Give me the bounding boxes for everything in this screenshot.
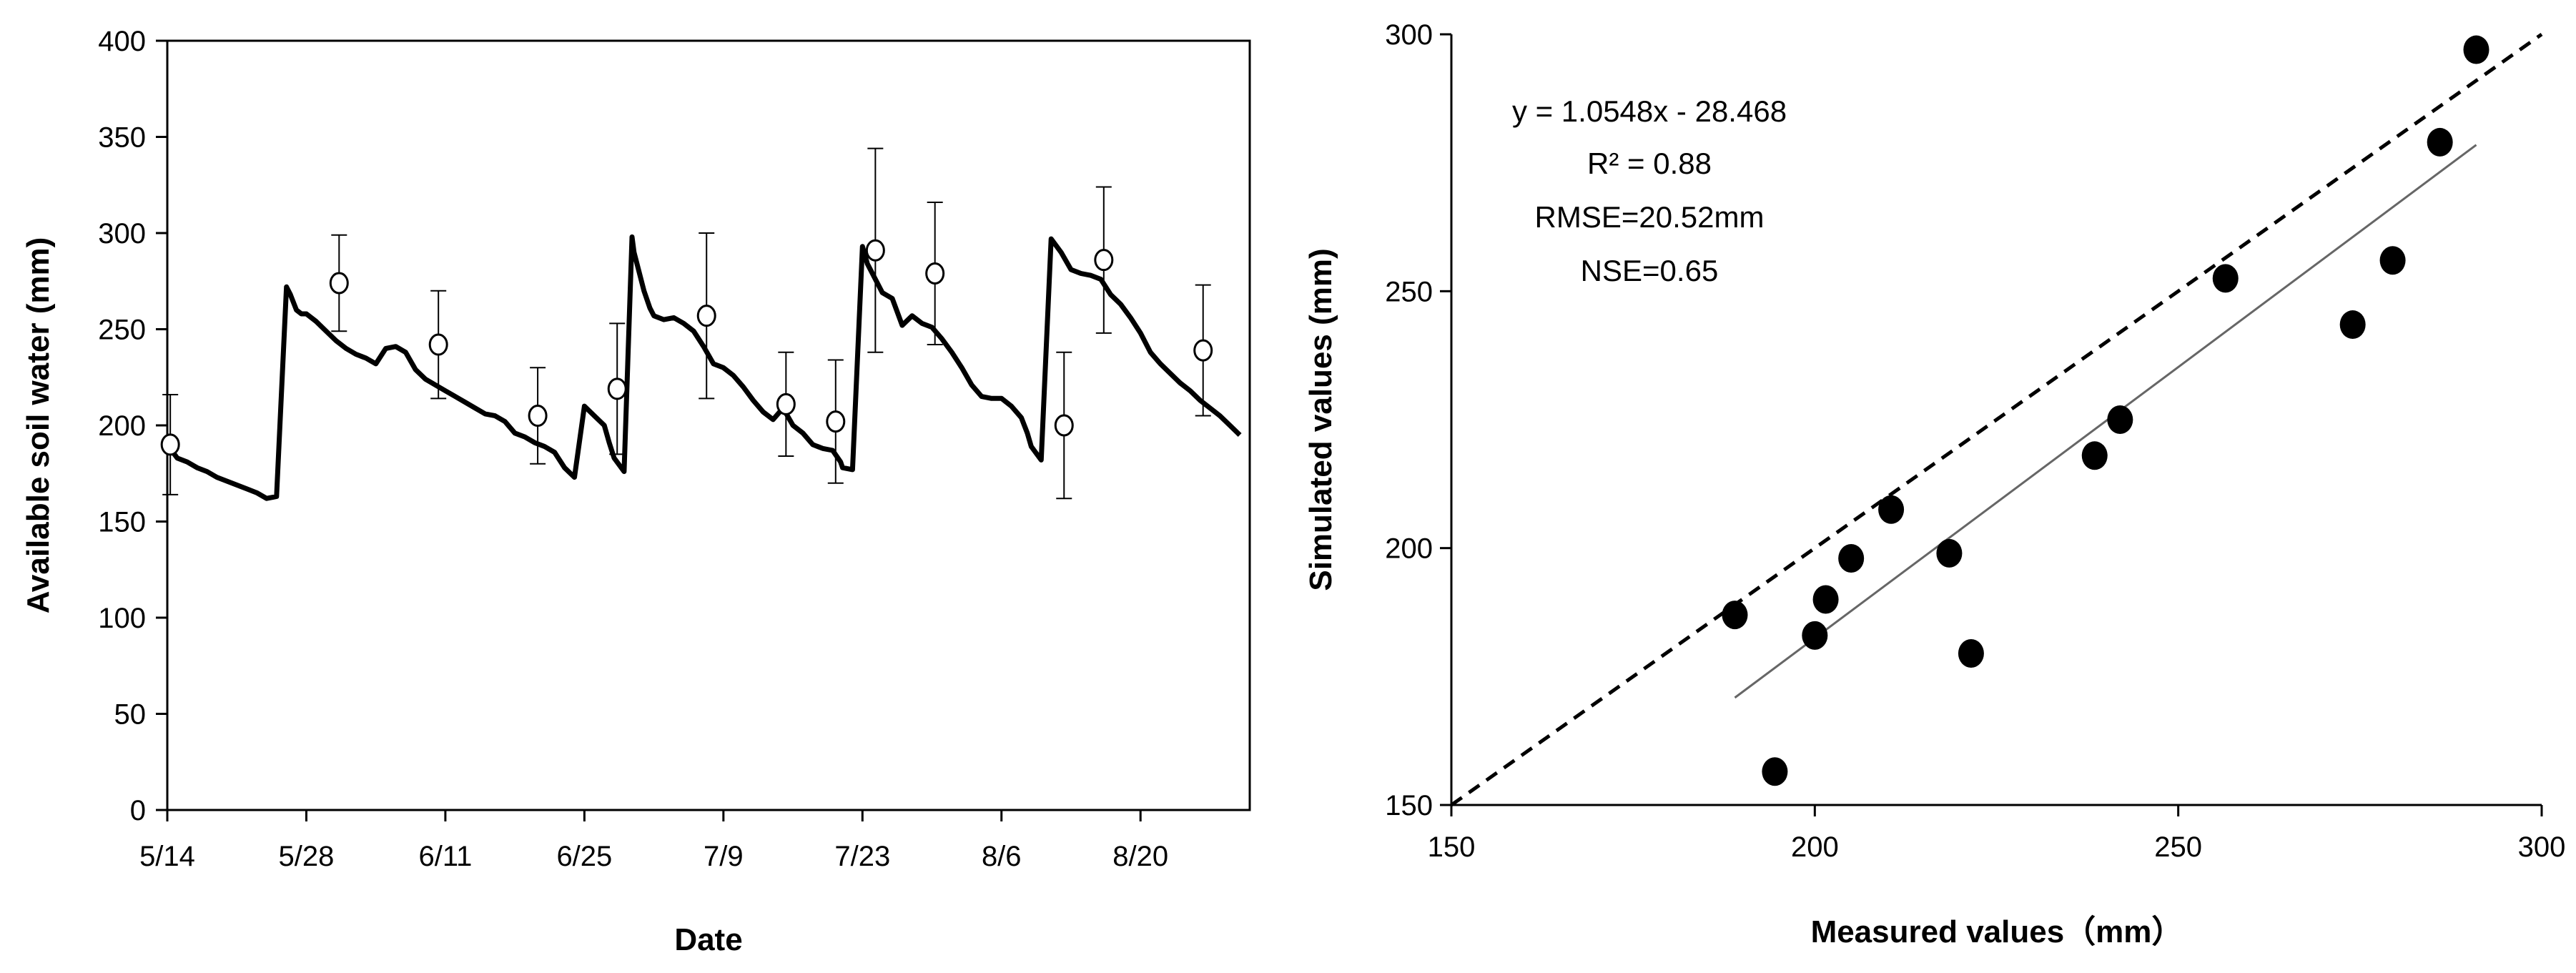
right-y-tick-label: 300: [1385, 19, 1433, 51]
right-y-axis-label: Simulated values (mm): [1303, 248, 1338, 591]
scatter-point: [2212, 264, 2239, 293]
scatter-point: [1958, 638, 1984, 668]
measured-point: [925, 262, 945, 285]
left-x-tick-label: 8/6: [982, 841, 1022, 872]
measured-point: [1193, 339, 1213, 362]
scatter-point: [2463, 35, 2489, 64]
regression-equation: y = 1.0548x - 28.468: [1512, 94, 1787, 128]
right-x-tick-label: 200: [1791, 831, 1839, 863]
left-y-tick-label: 250: [98, 315, 146, 346]
left-x-tick-label: 6/25: [556, 841, 612, 872]
measured-point: [696, 305, 716, 327]
measured-soil-water-points: [160, 239, 1213, 456]
nse: NSE=0.65: [1581, 254, 1719, 287]
left-x-ticks: 5/14 5/28 6/11 6/25 7/9 7/23 8/6 8/20: [139, 810, 1168, 872]
left-y-tick-label: 100: [98, 603, 146, 634]
right-y-tick-label: 150: [1385, 790, 1433, 821]
left-y-tick-label: 50: [114, 699, 147, 731]
scatter-point: [1812, 585, 1839, 614]
measured-point: [428, 333, 448, 356]
one-to-one-line: [1450, 32, 2543, 807]
right-x-tick-label: 250: [2154, 831, 2202, 863]
right-y-tick-label: 200: [1385, 533, 1433, 565]
left-y-tick-label: 400: [98, 26, 146, 57]
scatter-point: [1838, 544, 1865, 573]
measured-point: [1094, 249, 1114, 272]
scatter-point: [2081, 441, 2108, 470]
scatter-point: [1878, 495, 1905, 524]
left-x-tick-label: 6/11: [418, 841, 472, 872]
measured-point: [1054, 414, 1074, 437]
right-x-tick-label: 300: [2518, 831, 2566, 863]
left-y-ticks: 0 50 100 150 200 250 300 350 400: [98, 26, 167, 826]
measured-point: [607, 377, 627, 400]
measured-vs-simulated-scatter-chart: 150 200 250 300 150 200 250 300 y = 1.0548x - …: [1303, 19, 2565, 949]
measured-point: [826, 410, 846, 433]
left-x-tick-label: 7/9: [704, 841, 744, 872]
left-x-tick-label: 5/14: [139, 841, 195, 872]
measured-point: [329, 272, 349, 295]
left-y-tick-label: 350: [98, 122, 146, 154]
regression-line: [1734, 144, 2477, 699]
left-y-axis-label: Available soil water (mm): [21, 237, 56, 614]
measured-point: [776, 392, 796, 415]
measured-point: [160, 433, 180, 456]
left-y-tick-label: 0: [130, 795, 146, 826]
right-y-ticks: 150 200 250 300: [1385, 19, 1451, 821]
scatter-point: [2427, 127, 2453, 157]
left-y-tick-label: 150: [98, 507, 146, 538]
scatter-points: [1722, 35, 2489, 786]
soil-water-time-series-chart: 0 50 100 150 200 250 300 350 400 5/14 5/28 6/11 6/2…: [21, 26, 1251, 957]
scatter-point: [1802, 621, 1828, 650]
right-y-tick-label: 250: [1385, 276, 1433, 307]
left-y-tick-label: 200: [98, 410, 146, 442]
measured-point: [865, 239, 885, 262]
right-x-ticks: 150 200 250 300: [1428, 805, 2566, 863]
left-x-tick-label: 7/23: [834, 841, 890, 872]
left-y-tick-label: 300: [98, 218, 146, 250]
r-squared: R² = 0.88: [1587, 147, 1712, 180]
right-x-axis-label: Measured values（mm）: [1811, 914, 2183, 949]
left-x-tick-label: 8/20: [1112, 841, 1168, 872]
left-x-tick-label: 5/28: [279, 841, 335, 872]
scatter-point: [2107, 405, 2133, 434]
right-x-tick-label: 150: [1428, 831, 1476, 863]
scatter-point: [1762, 757, 1788, 786]
measured-point: [528, 405, 548, 428]
scatter-point: [1722, 601, 1748, 630]
simulated-soil-water-line: [165, 234, 1242, 501]
scatter-point: [1936, 538, 1963, 568]
scatter-point: [2339, 310, 2366, 340]
left-x-axis-label: Date: [674, 922, 742, 957]
rmse: RMSE=20.52mm: [1535, 200, 1765, 234]
scatter-point: [2379, 246, 2406, 275]
